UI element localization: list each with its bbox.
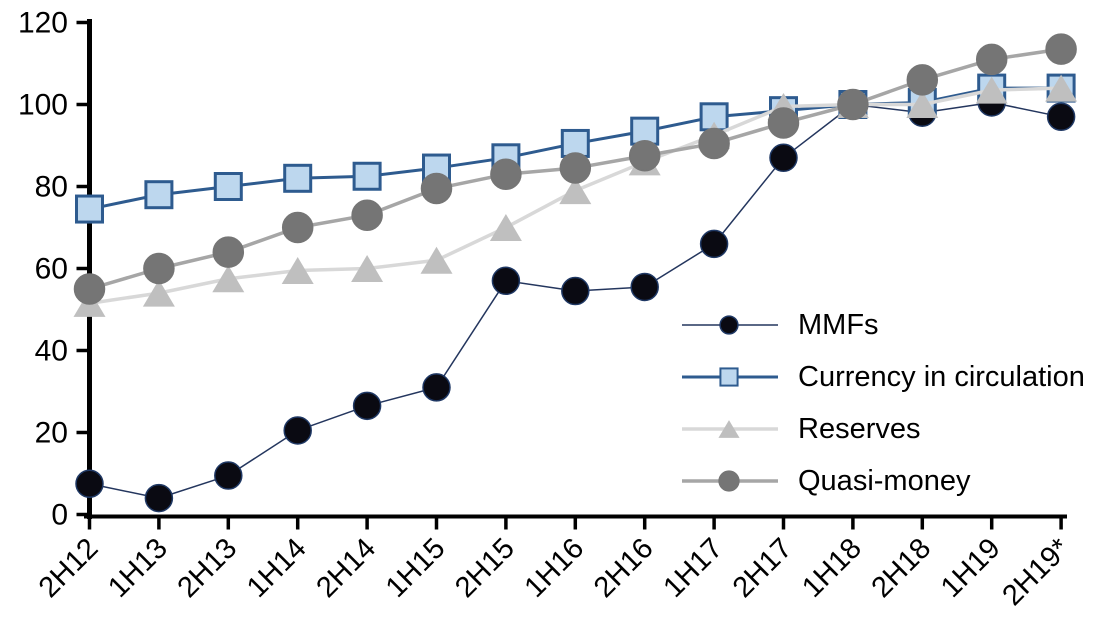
marker-mmfs	[422, 373, 451, 402]
legend-item-reserves: Reserves	[680, 403, 1085, 455]
marker-quasi-money	[559, 152, 592, 184]
legend-marker-mmfs	[680, 310, 786, 340]
marker-quasi-money	[420, 172, 453, 205]
x-tick-label: 2H14	[310, 532, 382, 604]
marker-reserves	[142, 279, 175, 307]
marker-mmfs	[769, 143, 798, 173]
x-tick-label: 1H14	[241, 532, 313, 604]
y-tick-label: 0	[51, 499, 68, 532]
legend-label-currency-in-circulation: Currency in circulation	[798, 360, 1085, 393]
marker-quasi-money	[628, 140, 661, 172]
marker-mmfs	[352, 391, 382, 421]
x-tick-label: 2H19*	[996, 532, 1076, 612]
marker-quasi-money	[281, 211, 314, 244]
legend: MMFs Currency in circulation Reserves Qu…	[680, 299, 1085, 507]
marker-reserves	[212, 265, 245, 293]
marker-quasi-money	[837, 88, 869, 121]
marker-quasi-money	[351, 199, 383, 231]
marker-reserves	[281, 257, 314, 285]
marker-quasi-money	[718, 470, 740, 492]
marker-quasi-money	[143, 252, 175, 285]
marker-currency-in-circulation	[144, 180, 174, 210]
marker-mmfs	[214, 461, 243, 490]
x-tick-label: 2H16	[588, 532, 660, 604]
x-tick-label: 2H15	[449, 532, 521, 604]
x-tick-label: 1H19	[935, 532, 1007, 604]
y-tick-label: 60	[35, 253, 68, 286]
marker-quasi-money	[73, 273, 106, 305]
y-tick-label: 100	[18, 89, 68, 122]
marker-reserves	[975, 76, 1008, 104]
y-tick-label: 120	[18, 7, 68, 40]
marker-currency-in-circulation	[283, 163, 313, 193]
marker-reserves	[420, 246, 453, 274]
marker-currency-in-circulation	[630, 116, 660, 146]
x-tick-label: 1H17	[657, 532, 729, 604]
marker-mmfs	[75, 469, 104, 498]
marker-reserves	[906, 91, 939, 118]
legend-marker-reserves	[680, 414, 786, 444]
marker-currency-in-circulation	[352, 161, 382, 191]
x-tick-label: 1H18	[796, 532, 868, 604]
legend-marker-currency-in-circulation	[680, 362, 786, 392]
x-tick-label: 1H16	[519, 532, 591, 604]
legend-label-mmfs: MMFs	[798, 308, 879, 341]
marker-mmfs	[719, 315, 739, 335]
x-tick-label: 1H13	[102, 532, 174, 604]
x-tick-label: 1H15	[380, 532, 452, 604]
marker-quasi-money	[698, 127, 730, 160]
marker-quasi-money	[212, 236, 245, 268]
marker-quasi-money	[490, 158, 522, 190]
marker-reserves	[351, 255, 384, 282]
legend-item-currency-in-circulation: Currency in circulation	[680, 351, 1085, 403]
marker-currency-in-circulation	[213, 172, 243, 201]
marker-quasi-money	[906, 64, 939, 96]
x-tick-label: 2H12	[33, 532, 105, 604]
marker-reserves	[718, 420, 740, 438]
legend-label-reserves: Reserves	[798, 412, 921, 445]
series-quasi-money	[73, 33, 1077, 305]
marker-mmfs	[561, 276, 590, 306]
legend-item-mmfs: MMFs	[680, 299, 1085, 351]
marker-mmfs	[630, 272, 659, 302]
marker-mmfs	[1046, 102, 1076, 132]
marker-quasi-money	[1045, 33, 1077, 65]
marker-reserves	[489, 214, 522, 241]
marker-quasi-money	[767, 107, 800, 139]
x-tick-label: 2H17	[727, 532, 799, 604]
legend-item-quasi-money: Quasi-money	[680, 455, 1085, 507]
marker-reserves	[559, 177, 592, 205]
x-tick-label: 2H13	[172, 532, 244, 604]
marker-mmfs	[699, 229, 729, 259]
marker-quasi-money	[975, 43, 1008, 76]
marker-reserves	[1045, 74, 1078, 102]
x-tick-label: 2H18	[866, 532, 938, 604]
y-tick-label: 80	[35, 171, 68, 204]
legend-label-quasi-money: Quasi-money	[798, 464, 971, 497]
legend-marker-quasi-money	[680, 466, 786, 496]
marker-mmfs	[491, 266, 521, 296]
marker-currency-in-circulation	[75, 194, 104, 224]
y-tick-label: 20	[35, 417, 68, 450]
marker-currency-in-circulation	[719, 367, 739, 387]
y-tick-label: 40	[35, 335, 68, 368]
marker-mmfs	[283, 416, 312, 445]
marker-mmfs	[144, 483, 174, 513]
